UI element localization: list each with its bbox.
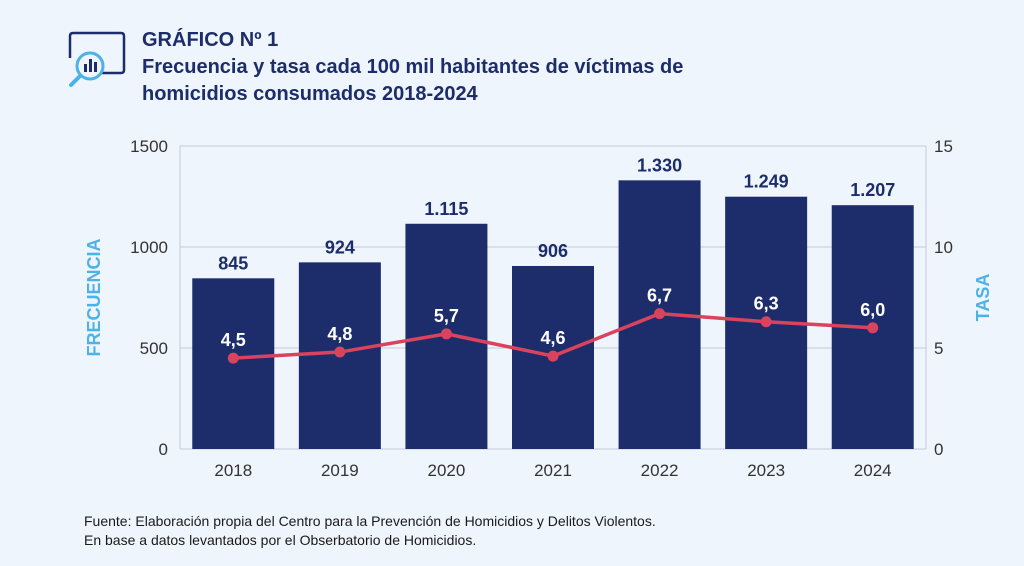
bar-value-label: 845	[218, 253, 248, 273]
rate-line	[227, 308, 879, 364]
rate-value-label: 5,7	[434, 306, 459, 326]
x-tick-label: 2018	[214, 461, 252, 480]
y-axis-title: FRECUENCIA	[84, 238, 104, 356]
rate-point	[227, 352, 239, 364]
bar-value-label: 1.330	[637, 155, 682, 175]
y-tick-label: 1500	[130, 137, 168, 156]
rate-point	[547, 350, 559, 362]
bar-value-label: 924	[325, 237, 355, 257]
y2-tick-label: 15	[934, 137, 953, 156]
source-note: Fuente: Elaboración propia del Centro pa…	[84, 512, 656, 550]
rate-value-label: 6,3	[754, 294, 779, 314]
x-tick-label: 2024	[854, 461, 892, 480]
rate-point	[867, 322, 879, 334]
bar-value-label: 1.115	[424, 199, 468, 219]
source-line-2: En base a datos levantados por el Obserb…	[84, 532, 477, 548]
x-tick-label: 2022	[641, 461, 679, 480]
bar-value-label: 906	[538, 241, 568, 261]
rate-point	[334, 346, 346, 358]
y-tick-label: 1000	[130, 238, 168, 257]
y2-tick-label: 0	[934, 440, 943, 459]
data-labels: 845 924 1.115 906 1.330 1.249 1.207 4,5 4,8 5,7 4,…	[218, 155, 895, 350]
y2-axis-title: TASA	[973, 274, 993, 322]
x-tick-label: 2023	[747, 461, 785, 480]
y2-tick-label: 10	[934, 238, 953, 257]
source-line-1: Fuente: Elaboración propia del Centro pa…	[84, 513, 656, 529]
y-tick-label: 0	[159, 440, 168, 459]
chart-title: Frecuencia y tasa cada 100 mil habitante…	[142, 56, 684, 105]
rate-point	[440, 328, 452, 340]
bar-value-label: 1.249	[744, 172, 789, 192]
rate-value-label: 4,8	[327, 324, 352, 344]
x-tick-label: 2020	[428, 461, 466, 480]
rate-value-label: 6,0	[860, 300, 885, 320]
axes: 0 500 1000 1500 0 5 10 15 2018 2019 2020 2021 2022 20…	[84, 137, 993, 480]
x-tick-label: 2021	[534, 461, 572, 480]
y2-tick-label: 5	[934, 339, 943, 358]
rate-point	[654, 308, 666, 320]
rate-value-label: 6,7	[647, 286, 672, 306]
chart-number-label: GRÁFICO Nº 1	[142, 29, 279, 51]
title-block: GRÁFICO Nº 1 Frecuencia y tasa cada 100 …	[142, 28, 782, 108]
rate-value-label: 4,6	[540, 328, 565, 348]
rate-point	[760, 316, 772, 328]
bar-value-label: 1.207	[850, 180, 895, 200]
chart-magnifier-icon	[68, 31, 126, 87]
rate-value-label: 4,5	[221, 330, 246, 350]
bars	[192, 180, 914, 449]
y-tick-label: 500	[140, 339, 168, 358]
bar	[192, 278, 275, 449]
x-tick-label: 2019	[321, 461, 359, 480]
